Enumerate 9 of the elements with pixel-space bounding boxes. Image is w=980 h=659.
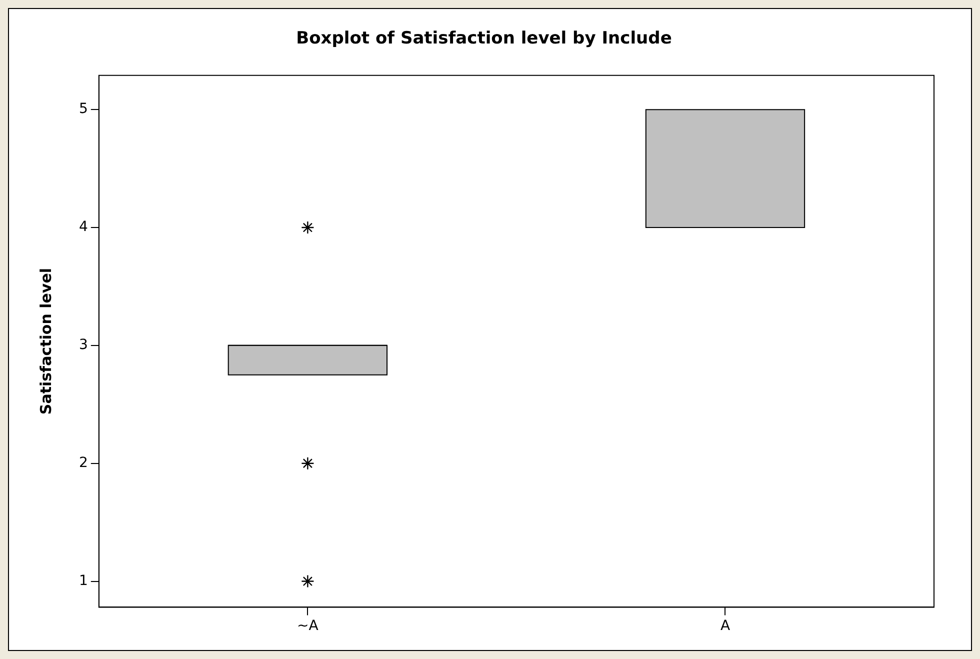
y-tick-label: 5 (78, 101, 88, 118)
x-tick-label: ~A (297, 618, 319, 634)
y-tick-label: 3 (78, 337, 88, 354)
y-tick-label: 1 (78, 572, 88, 589)
y-tick-label: 4 (78, 219, 88, 236)
x-tick-label: A (720, 618, 730, 634)
y-axis-title: Satisfaction level (36, 268, 55, 415)
y-tick-label: 2 (78, 454, 88, 471)
chart-title: Boxplot of Satisfaction level by Include (296, 28, 672, 49)
